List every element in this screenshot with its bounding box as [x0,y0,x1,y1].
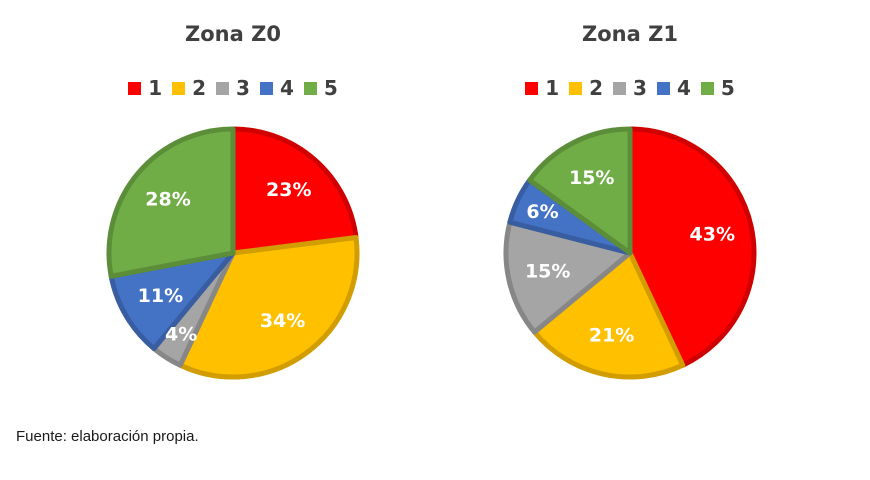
pie: 43% 21% 15% 6% 15% [503,126,757,380]
data-label-4: 11% [138,285,183,307]
pie-chart-z0: Zona Z0 1 2 3 4 5 23% 34% 4% 11% 28% [83,0,383,400]
legend-item-3: 3 [216,76,250,100]
legend-label: 2 [589,76,604,100]
legend-item-1: 1 [525,76,559,100]
legend-item-4: 4 [259,76,294,100]
legend-item-3: 3 [613,76,647,100]
legend-label: 3 [633,76,647,100]
pie-slice-1 [627,126,757,368]
data-label-2: 21% [589,324,634,346]
pie: 23% 34% 4% 11% 28% [106,126,360,380]
pie-slice-2 [531,250,686,380]
source-footnote: Fuente: elaboración propia. [16,428,199,445]
pie-chart-z1: Zona Z1 1 2 3 4 5 43% 21% 15% 6% 15% [480,0,780,400]
legend-swatch [525,81,539,95]
pie-slice-1 [230,126,359,256]
legend-item-2: 2 [172,76,206,100]
legend-item-2: 2 [569,76,603,100]
legend-label: 5 [720,76,735,100]
data-label-3: 15% [525,260,570,282]
legend-swatch [259,81,273,95]
legend-item-4: 4 [656,76,691,100]
legend-swatch [569,81,583,95]
legend-swatch [700,81,714,95]
legend-label: 4 [279,76,294,100]
legend-label: 4 [676,76,691,100]
pie-slice-4 [108,250,236,352]
data-label-2: 34% [260,310,305,332]
legend-label: 3 [236,76,250,100]
pie-slice-5 [527,126,633,256]
legend-swatch [613,81,627,95]
data-label-5: 15% [569,167,614,189]
legend-swatch [303,81,317,95]
chart-title: Zona Z1 [582,22,678,46]
data-label-3: 4% [165,324,197,346]
data-label-1: 43% [690,224,735,246]
legend: 1 2 3 4 5 [480,76,780,100]
legend-label: 5 [323,76,338,100]
legend-label: 1 [148,76,163,100]
data-label-5: 28% [145,188,190,210]
pie-slice-3 [503,219,633,335]
legend-label: 2 [192,76,207,100]
legend-item-5: 5 [303,76,338,100]
legend-item-5: 5 [700,76,735,100]
legend-swatch [128,81,142,95]
legend-swatch [172,81,186,95]
legend-swatch [216,81,230,95]
legend: 1 2 3 4 5 [83,76,383,100]
legend-label: 1 [545,76,560,100]
pie-slice-5 [106,126,236,279]
chart-title: Zona Z0 [185,22,281,46]
legend-swatch [656,81,670,95]
data-label-1: 23% [266,179,311,201]
data-label-4: 6% [526,201,558,223]
legend-item-1: 1 [128,76,162,100]
